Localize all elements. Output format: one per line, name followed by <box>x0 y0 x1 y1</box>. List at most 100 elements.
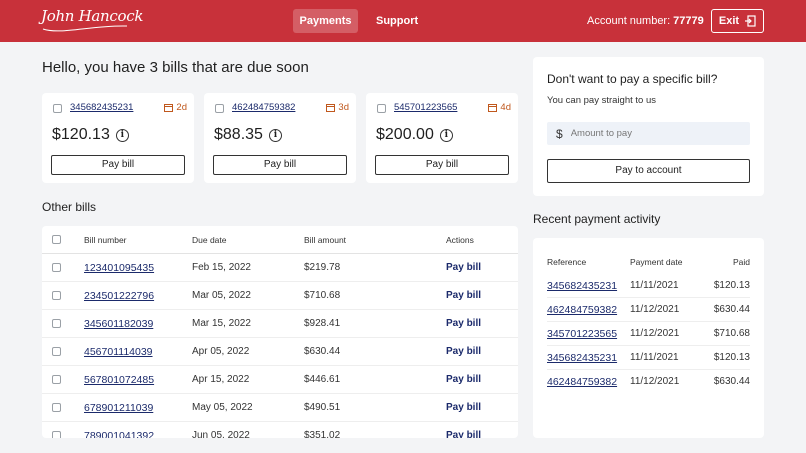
pay-bill-button[interactable]: Pay bill <box>51 155 185 175</box>
bill-amount: $351.02 <box>304 430 341 438</box>
pay-bill-link[interactable]: Pay bill <box>446 262 482 273</box>
pay-bill-link[interactable]: Pay bill <box>446 290 482 301</box>
pay-bill-button[interactable]: Pay bill <box>213 155 347 175</box>
bill-checkbox[interactable] <box>53 104 62 113</box>
bill-amount: $928.41 <box>304 318 341 329</box>
row-checkbox[interactable] <box>52 319 61 328</box>
table-header: Bill number Due date Bill amount Actions <box>42 226 518 254</box>
recent-payment-row: 345682435231 11/11/2021 $120.13 <box>547 274 750 298</box>
due-days: 3d <box>338 102 349 113</box>
info-icon[interactable]: i <box>439 128 453 142</box>
dollar-icon: $ <box>556 126 563 141</box>
bill-checkbox[interactable] <box>377 104 386 113</box>
pay-bill-link[interactable]: Pay bill <box>446 402 482 413</box>
other-bills-table: Bill number Due date Bill amount Actions… <box>42 226 518 438</box>
calendar-icon <box>488 104 498 112</box>
account-number-display: Account number: 77779 <box>587 9 704 33</box>
due-bill-card: 345682435231 2d $120.13 i Pay bill <box>42 93 194 183</box>
row-checkbox[interactable] <box>52 347 61 356</box>
table-row: 456701114039 Apr 05, 2022 $630.44 Pay bi… <box>42 338 518 366</box>
info-icon[interactable]: i <box>268 128 282 142</box>
row-checkbox[interactable] <box>52 403 61 412</box>
pay-to-account-card: Don't want to pay a specific bill? You c… <box>533 57 764 196</box>
pay-to-account-button[interactable]: Pay to account <box>547 159 750 183</box>
column-header-payment-date: Payment date <box>630 257 683 267</box>
recent-table-header: Reference Payment date Paid <box>547 250 750 274</box>
reference-link[interactable]: 462484759382 <box>547 304 618 316</box>
reference-link[interactable]: 345682435231 <box>547 280 618 292</box>
reference-link[interactable]: 462484759382 <box>547 376 618 388</box>
row-checkbox[interactable] <box>52 291 61 300</box>
row-checkbox[interactable] <box>52 375 61 384</box>
recent-payment-row: 345701223565 11/12/2021 $710.68 <box>547 322 750 346</box>
nav-tab-support[interactable]: Support <box>376 15 419 27</box>
due-date: Mar 15, 2022 <box>192 318 251 329</box>
nav-tab-payments[interactable]: Payments <box>293 9 358 33</box>
row-checkbox[interactable] <box>52 431 61 438</box>
paid-amount: $630.44 <box>713 376 750 387</box>
due-date: May 05, 2022 <box>192 402 253 413</box>
due-days: 4d <box>500 102 511 113</box>
due-date: Feb 15, 2022 <box>192 262 251 273</box>
bill-number-link[interactable]: 234501222796 <box>84 290 155 302</box>
top-bar: John Hancock Payments Support Account nu… <box>0 0 806 42</box>
calendar-icon <box>326 104 336 112</box>
pay-to-account-subtitle: You can pay straight to us <box>547 95 656 106</box>
paid-amount: $630.44 <box>713 304 750 315</box>
table-row: 234501222796 Mar 05, 2022 $710.68 Pay bi… <box>42 282 518 310</box>
pay-bill-link[interactable]: Pay bill <box>446 346 482 357</box>
table-row: 567801072485 Apr 15, 2022 $446.61 Pay bi… <box>42 366 518 394</box>
amount-input[interactable] <box>570 128 731 139</box>
bill-number-link[interactable]: 545701223565 <box>394 102 458 113</box>
recent-activity-title: Recent payment activity <box>533 212 661 226</box>
due-date: Apr 15, 2022 <box>192 374 250 385</box>
bill-number-link[interactable]: 789001041392 <box>84 430 155 438</box>
bill-number-link[interactable]: 456701114039 <box>84 346 153 358</box>
column-header-bill-amount: Bill amount <box>304 235 347 245</box>
bill-number-link[interactable]: 462484759382 <box>232 102 296 113</box>
exit-label: Exit <box>718 15 740 27</box>
bill-amount: $446.61 <box>304 374 341 385</box>
due-bill-card: 462484759382 3d $88.35 i Pay bill <box>204 93 356 183</box>
column-header-reference: Reference <box>547 257 587 267</box>
logo-text: John Hancock <box>41 7 144 25</box>
bill-number-link[interactable]: 345601182039 <box>84 318 154 330</box>
amount-field[interactable]: $ <box>547 122 750 145</box>
account-number-value: 77779 <box>673 15 704 27</box>
bill-amount: $88.35 i <box>214 126 282 144</box>
reference-link[interactable]: 345701223565 <box>547 328 618 340</box>
bill-amount: $120.13 i <box>52 126 129 144</box>
pay-bill-link[interactable]: Pay bill <box>446 374 482 385</box>
bill-number-link[interactable]: 567801072485 <box>84 374 155 386</box>
bill-checkbox[interactable] <box>215 104 224 113</box>
john-hancock-logo[interactable]: John Hancock <box>41 7 144 32</box>
bill-amount-value: $88.35 <box>214 126 263 143</box>
table-row: 678901211039 May 05, 2022 $490.51 Pay bi… <box>42 394 518 422</box>
info-icon[interactable]: i <box>115 128 129 142</box>
bill-amount: $490.51 <box>304 402 341 413</box>
payment-date: 11/11/2021 <box>630 280 679 291</box>
bill-number-link[interactable]: 123401095435 <box>84 262 155 274</box>
bill-number-link[interactable]: 345682435231 <box>70 102 134 113</box>
pay-bill-link[interactable]: Pay bill <box>446 430 482 438</box>
select-all-checkbox[interactable] <box>52 235 61 244</box>
page-greeting: Hello, you have 3 bills that are due soo… <box>42 59 309 76</box>
pay-bill-button[interactable]: Pay bill <box>375 155 509 175</box>
reference-link[interactable]: 345682435231 <box>547 352 618 364</box>
bill-amount-value: $120.13 <box>52 126 110 143</box>
pay-to-account-title: Don't want to pay a specific bill? <box>547 72 718 86</box>
exit-icon <box>745 15 756 27</box>
table-row: 789001041392 Jun 05, 2022 $351.02 Pay bi… <box>42 422 518 438</box>
paid-amount: $120.13 <box>713 280 750 291</box>
recent-payment-row: 462484759382 11/12/2021 $630.44 <box>547 298 750 322</box>
column-header-paid: Paid <box>732 257 750 267</box>
column-header-due-date: Due date <box>192 235 227 245</box>
bill-number-link[interactable]: 678901211039 <box>84 402 154 414</box>
column-header-actions: Actions <box>446 235 474 245</box>
row-checkbox[interactable] <box>52 263 61 272</box>
due-indicator: 4d <box>488 102 511 113</box>
exit-button[interactable]: Exit <box>711 9 764 33</box>
payment-date: 11/12/2021 <box>630 328 680 339</box>
pay-bill-link[interactable]: Pay bill <box>446 318 482 329</box>
recent-payment-row: 345682435231 11/11/2021 $120.13 <box>547 346 750 370</box>
